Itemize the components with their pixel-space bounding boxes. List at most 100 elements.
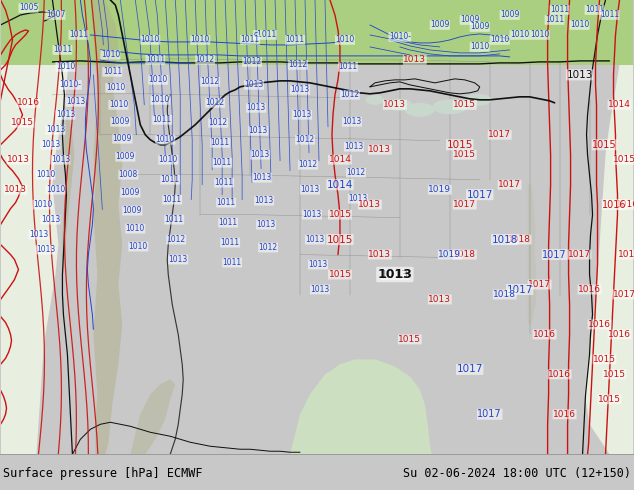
Text: 1013: 1013 bbox=[429, 295, 451, 304]
Text: 1011: 1011 bbox=[163, 195, 182, 204]
Text: 1013: 1013 bbox=[41, 215, 60, 224]
Text: 1015: 1015 bbox=[593, 355, 616, 364]
Text: 1013: 1013 bbox=[245, 80, 264, 89]
Text: 1009: 1009 bbox=[430, 21, 450, 29]
Text: 1011: 1011 bbox=[545, 16, 564, 24]
Polygon shape bbox=[91, 0, 122, 454]
Text: 1010: 1010 bbox=[335, 35, 354, 45]
Text: 1016: 1016 bbox=[602, 199, 627, 210]
Text: 1016: 1016 bbox=[618, 250, 634, 259]
Text: 1012: 1012 bbox=[243, 57, 262, 67]
Bar bbox=[1, 0, 633, 65]
Text: 1015: 1015 bbox=[592, 140, 617, 150]
Text: 1016: 1016 bbox=[616, 200, 634, 209]
Text: 1018: 1018 bbox=[493, 290, 516, 299]
Text: 1015: 1015 bbox=[327, 235, 353, 245]
Text: 1012: 1012 bbox=[200, 77, 220, 86]
Text: 1013: 1013 bbox=[384, 100, 406, 109]
Text: 1018: 1018 bbox=[453, 250, 476, 259]
Text: 1011: 1011 bbox=[219, 218, 238, 227]
Ellipse shape bbox=[463, 94, 492, 106]
Ellipse shape bbox=[432, 99, 467, 114]
Polygon shape bbox=[131, 379, 175, 454]
Text: 1017: 1017 bbox=[456, 365, 483, 374]
Text: 1010: 1010 bbox=[33, 200, 52, 209]
Text: 1013: 1013 bbox=[4, 185, 27, 194]
Text: 1016: 1016 bbox=[548, 370, 571, 379]
Text: 1009: 1009 bbox=[115, 152, 135, 161]
Text: 1012: 1012 bbox=[167, 235, 186, 244]
Text: 1007: 1007 bbox=[46, 10, 65, 20]
Text: 1012: 1012 bbox=[340, 90, 359, 99]
Text: 1010: 1010 bbox=[101, 50, 120, 59]
Text: 1016: 1016 bbox=[588, 320, 611, 329]
Text: 1009: 1009 bbox=[113, 134, 132, 143]
Text: 1016: 1016 bbox=[578, 285, 601, 294]
Text: 1017: 1017 bbox=[528, 280, 551, 289]
Text: 1012: 1012 bbox=[196, 55, 215, 64]
Polygon shape bbox=[1, 0, 68, 454]
Text: 1009: 1009 bbox=[460, 16, 479, 24]
Text: 1011: 1011 bbox=[585, 5, 604, 15]
Text: 1015: 1015 bbox=[328, 210, 351, 219]
Ellipse shape bbox=[405, 103, 435, 117]
Text: 1011: 1011 bbox=[160, 175, 180, 184]
Text: Su 02-06-2024 18:00 UTC (12+150): Su 02-06-2024 18:00 UTC (12+150) bbox=[403, 467, 631, 480]
Text: 1013: 1013 bbox=[247, 103, 266, 112]
Text: 1012: 1012 bbox=[205, 98, 224, 107]
Text: 1013: 1013 bbox=[249, 126, 268, 135]
Text: 1013: 1013 bbox=[36, 245, 55, 254]
Text: 1011: 1011 bbox=[214, 178, 234, 187]
Text: 1013: 1013 bbox=[377, 268, 412, 281]
Text: 1012: 1012 bbox=[209, 118, 228, 127]
Text: 1010: 1010 bbox=[490, 35, 509, 45]
Text: 1011: 1011 bbox=[223, 258, 242, 267]
Text: 1017: 1017 bbox=[542, 249, 567, 260]
Text: 1010: 1010 bbox=[56, 62, 75, 72]
Text: 1013: 1013 bbox=[381, 270, 409, 279]
Text: 1017: 1017 bbox=[477, 409, 502, 419]
Text: 1013: 1013 bbox=[257, 220, 276, 229]
Text: 1010: 1010 bbox=[530, 30, 549, 39]
Text: 1019: 1019 bbox=[429, 185, 451, 194]
Text: 1013: 1013 bbox=[302, 210, 321, 219]
Text: 1011: 1011 bbox=[600, 10, 619, 20]
Text: 1010: 1010 bbox=[570, 21, 589, 29]
Polygon shape bbox=[585, 0, 633, 454]
Text: 1013: 1013 bbox=[56, 110, 75, 119]
Text: 1010: 1010 bbox=[158, 155, 178, 164]
Text: 1015: 1015 bbox=[446, 140, 473, 150]
Text: 1013: 1013 bbox=[368, 250, 391, 259]
Text: 1010-: 1010- bbox=[389, 32, 411, 42]
Text: 1008: 1008 bbox=[119, 170, 138, 179]
Ellipse shape bbox=[366, 95, 384, 105]
Text: 1011: 1011 bbox=[221, 238, 240, 247]
Text: 1010: 1010 bbox=[510, 30, 529, 39]
Text: 1013: 1013 bbox=[301, 185, 320, 194]
Text: 1010: 1010 bbox=[108, 100, 128, 109]
Text: 1010: 1010 bbox=[129, 242, 148, 251]
Text: 1013: 1013 bbox=[308, 260, 328, 269]
Text: 1013: 1013 bbox=[566, 70, 593, 80]
Text: 1012: 1012 bbox=[295, 135, 314, 144]
Text: 1013: 1013 bbox=[403, 55, 426, 64]
Text: 1011: 1011 bbox=[146, 55, 165, 64]
Text: 1013: 1013 bbox=[342, 117, 361, 126]
Text: 1009: 1009 bbox=[500, 10, 519, 20]
Text: 1015: 1015 bbox=[11, 118, 34, 127]
Text: 1013: 1013 bbox=[250, 150, 269, 159]
Text: 1011: 1011 bbox=[69, 30, 88, 39]
Text: 1013: 1013 bbox=[358, 200, 382, 209]
Text: 1013: 1013 bbox=[306, 235, 325, 244]
Text: 1015: 1015 bbox=[603, 370, 626, 379]
Text: 1005: 1005 bbox=[19, 3, 38, 12]
Text: 1010: 1010 bbox=[470, 43, 489, 51]
Polygon shape bbox=[527, 185, 536, 324]
Text: 1010: 1010 bbox=[155, 135, 175, 144]
Text: 1011: 1011 bbox=[210, 138, 230, 147]
Text: 1009: 1009 bbox=[120, 188, 140, 197]
Text: 1010: 1010 bbox=[36, 170, 55, 179]
Text: 1011: 1011 bbox=[165, 215, 184, 224]
Polygon shape bbox=[62, 115, 74, 274]
Text: 1012: 1012 bbox=[259, 243, 278, 252]
